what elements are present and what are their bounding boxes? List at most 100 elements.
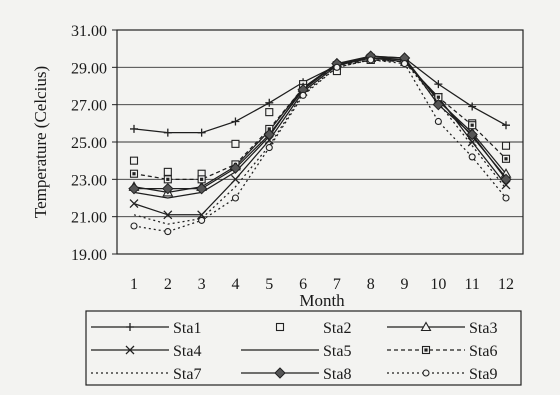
data-point-sta6 [129, 169, 139, 178]
legend-item-sta9: Sta9 [387, 366, 497, 383]
y-tick-label: 21.00 [71, 210, 107, 227]
data-point-sta6 [501, 154, 511, 163]
x-tick-label: 5 [265, 276, 273, 293]
legend-marker [420, 321, 432, 332]
legend-item-sta3: Sta3 [387, 320, 497, 337]
legend-item-sta2: Sta2 [275, 320, 351, 337]
data-point-sta6 [163, 175, 172, 184]
data-point-sta9 [400, 60, 409, 68]
data-point-sta9 [231, 194, 240, 202]
y-axis-ticks: 19.00 21.00 23.00 25.00 27.00 29.00 31.00 [71, 23, 117, 264]
data-point-sta1 [197, 128, 206, 137]
data-point-sta2 [163, 167, 172, 176]
data-point-sta8 [466, 128, 478, 141]
data-point-sta8 [128, 182, 140, 195]
y-tick-label: 19.00 [71, 247, 107, 264]
series-sta9 [130, 56, 510, 236]
series-line-sta8 [134, 55, 507, 190]
x-tick-label: 8 [367, 276, 375, 293]
x-tick-label: 9 [401, 276, 409, 293]
data-point-sta1 [265, 98, 274, 107]
legend-label: Sta5 [323, 343, 351, 360]
legend-label: Sta2 [323, 320, 351, 337]
x-tick-label: 7 [333, 276, 341, 293]
x-tick-label: 2 [164, 276, 172, 293]
series-sta1 [130, 52, 510, 137]
data-point-sta2 [265, 108, 274, 117]
series-sta5 [133, 57, 507, 199]
legend-label: Sta7 [173, 366, 201, 383]
x-tick-label: 12 [498, 276, 514, 293]
x-tick-label: 6 [299, 276, 307, 293]
legend-marker [126, 323, 134, 331]
series-sta3 [128, 52, 512, 197]
legend-marker [274, 367, 286, 379]
data-point-sta9 [299, 91, 307, 99]
y-tick-label: 29.00 [71, 60, 107, 77]
x-tick-label: 10 [430, 276, 446, 293]
series-sta8 [128, 50, 512, 195]
y-tick-label: 31.00 [71, 23, 107, 40]
data-point-sta8 [229, 162, 242, 174]
data-point-sta6 [468, 121, 477, 130]
legend-item-sta6: Sta6 [387, 343, 497, 360]
data-point-sta1 [130, 124, 138, 133]
y-tick-label: 25.00 [71, 135, 107, 152]
data-point-sta9 [130, 222, 138, 230]
data-point-sta2 [501, 141, 511, 150]
series-line-sta1 [133, 55, 507, 134]
data-point-sta8 [263, 128, 275, 141]
data-point-sta1 [231, 117, 240, 126]
legend-label: Sta1 [173, 320, 201, 337]
data-point-sta8 [500, 173, 512, 186]
y-tick-label: 27.00 [71, 98, 107, 115]
data-point-sta2 [129, 156, 139, 165]
legend-box [85, 310, 522, 386]
data-point-sta4 [230, 174, 240, 184]
legend-label: Sta9 [469, 366, 497, 383]
data-point-sta9 [333, 63, 341, 71]
data-point-sta1 [434, 80, 443, 89]
data-point-sta4 [129, 199, 139, 209]
data-point-sta6 [197, 175, 206, 184]
data-point-sta8 [432, 98, 445, 111]
x-axis-ticks: 1 2 3 4 5 6 7 8 9 10 11 12 [130, 276, 514, 293]
legend-item-sta1: Sta1 [91, 320, 201, 337]
legend-item-sta8: Sta8 [241, 366, 351, 383]
legend-marker [421, 345, 431, 355]
data-point-sta9 [265, 144, 273, 152]
legend-marker [422, 369, 430, 377]
x-tick-label: 4 [231, 276, 239, 293]
data-point-sta1 [163, 128, 172, 137]
data-point-sta1 [468, 102, 477, 111]
data-point-sta4 [197, 210, 207, 220]
data-point-sta9 [164, 228, 172, 236]
y-axis-label: Temperature (Celcius) [31, 66, 50, 218]
legend-label: Sta8 [323, 366, 351, 383]
data-point-sta9 [434, 117, 442, 126]
series-sta4 [129, 53, 511, 220]
data-point-sta9 [502, 194, 510, 202]
gridlines [117, 66, 523, 218]
data-point-sta2 [231, 139, 240, 148]
data-point-sta8 [162, 182, 174, 195]
legend-item-sta5: Sta5 [241, 343, 351, 360]
data-point-sta9 [367, 56, 375, 64]
legend-marker [275, 322, 285, 332]
data-point-sta9 [198, 216, 206, 224]
legend-marker [125, 345, 135, 355]
x-tick-label: 1 [130, 276, 138, 293]
legend-item-sta7: Sta7 [91, 366, 201, 383]
series-line-sta5 [133, 57, 507, 199]
x-tick-label: 11 [464, 276, 479, 293]
legend: Sta1 Sta2 Sta3 Sta4 Sta5 Sta6 Sta7 Sta8 Sta9 [85, 310, 522, 386]
series-lines [128, 50, 512, 236]
x-axis-label: Month [299, 291, 345, 310]
legend-label: Sta3 [469, 320, 497, 337]
data-point-sta9 [468, 153, 476, 161]
legend-label: Sta4 [173, 343, 201, 360]
series-line-sta9 [133, 59, 507, 233]
legend-label: Sta6 [469, 343, 497, 360]
